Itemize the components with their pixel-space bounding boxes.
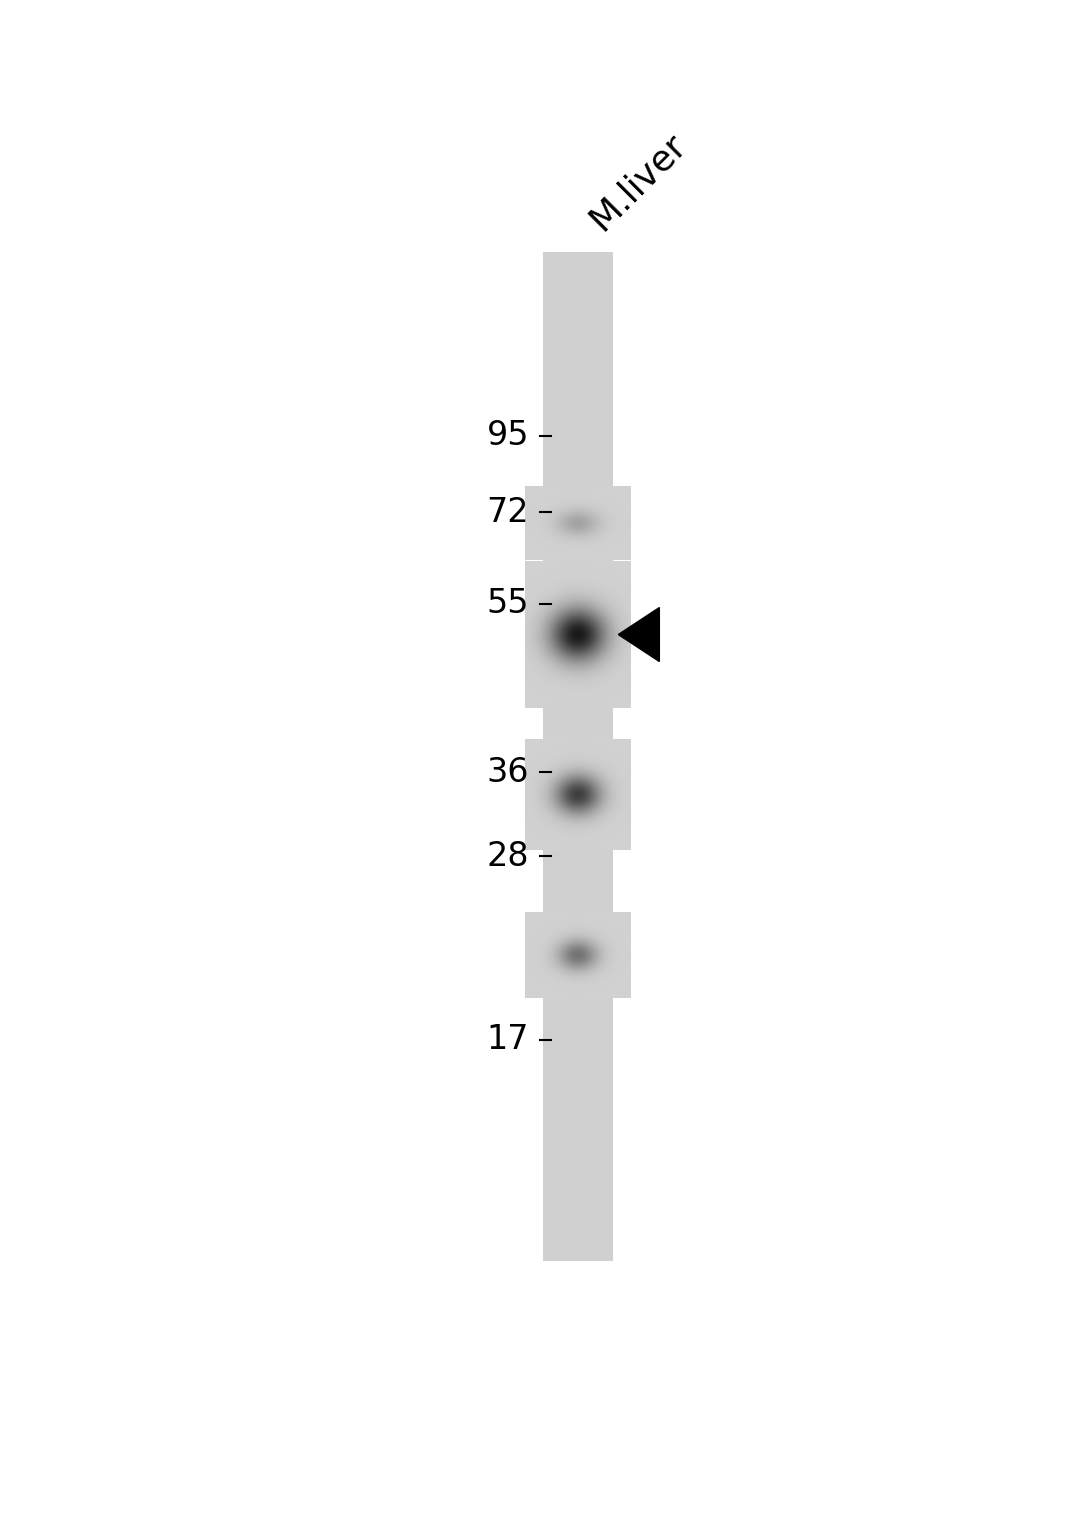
Polygon shape	[618, 607, 659, 662]
Text: 55: 55	[487, 587, 529, 621]
Text: 17: 17	[487, 1023, 529, 1057]
Text: 28: 28	[487, 839, 529, 873]
Text: 36: 36	[487, 755, 529, 789]
Text: 72: 72	[487, 495, 529, 529]
Text: 95: 95	[487, 419, 529, 453]
Text: M.liver: M.liver	[583, 127, 692, 237]
Bar	[543, 252, 613, 1261]
